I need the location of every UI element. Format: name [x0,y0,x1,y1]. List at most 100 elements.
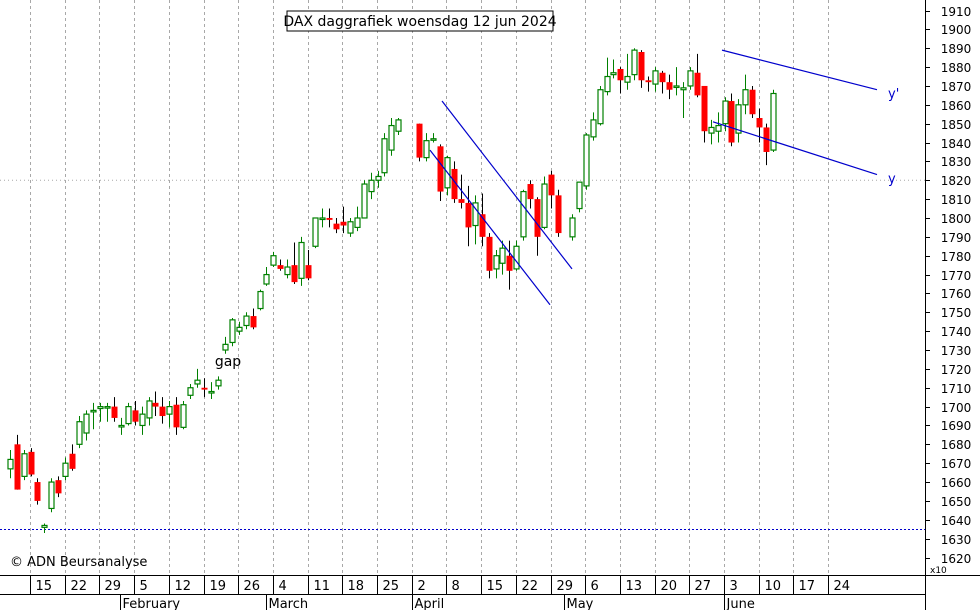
candle-2024-05-20 [652,67,659,92]
candle-body-up [680,87,687,91]
y-tick-label-1900: 1900 [941,23,972,37]
candle-2024-05-10 [610,59,617,79]
candle-2024-05-24 [680,82,687,119]
x-tick-label-17: 13 [626,579,643,594]
y-tick-label-1850: 1850 [941,118,972,132]
candle-2024-04-24 [527,180,534,209]
y-tick-label-1730: 1730 [941,344,972,358]
candle-body-up [194,379,201,385]
candle-2024-02-07 [146,397,153,426]
candle-body-down [152,402,159,407]
x-tick-label-0: 15 [36,579,53,594]
y-tick-label-1890: 1890 [941,42,972,56]
candle-body-down [69,453,76,469]
candle-body-up [21,453,28,477]
candle-body-down [659,72,666,83]
y-tick-label-1650: 1650 [941,495,972,509]
candle-2024-03-07 [291,242,298,284]
candle-body-up [243,315,250,327]
y-tick-label-1630: 1630 [941,533,972,547]
candle-2024-04-03 [423,133,430,162]
april-channel-lower-line [429,149,551,306]
candle-2024-03-13 [319,208,326,228]
candle-2024-02-08 [152,391,159,417]
candle-body-up [652,70,659,85]
candle-2024-05-06 [583,133,590,190]
candle-body-up [270,255,277,266]
candle-2024-03-08 [298,236,305,286]
candle-body-down [548,174,555,196]
x-tick-label-12: 8 [452,579,460,594]
candle-body-down [34,482,41,501]
watermark-text: © ADN Beursanalyse [10,555,147,570]
candle-2024-02-02 [125,402,132,426]
candle-body-down [437,146,444,192]
candle-2024-05-07 [590,112,597,141]
candle-body-up [472,202,479,227]
x-tick-label-9: 18 [348,579,365,594]
candle-body-up [215,379,222,387]
candle-2024-04-16 [486,233,493,279]
candle-body-up [319,217,326,221]
candle-body-down [55,480,62,494]
candle-2024-04-11 [465,185,472,247]
x-tick-label-19: 27 [695,579,712,594]
candle-body-up [139,413,146,427]
x-tick-label-5: 19 [210,579,227,594]
candle-2024-02-12 [166,400,173,428]
candle-body-up [48,481,55,510]
y-tick-label-1830: 1830 [941,155,972,169]
x-tick-label-8: 11 [314,579,331,594]
candle-body-up [90,409,97,413]
month-label-1: March [269,597,309,610]
y-tick-label-1860: 1860 [941,99,972,113]
candle-2024-04-12 [472,195,479,245]
y-tick-label-1640: 1640 [941,514,972,528]
candle-2024-01-18 [48,478,55,513]
candle-body-up [590,119,597,138]
candle-body-up [597,89,604,125]
candle-2024-01-23 [69,444,76,471]
month-label-0: February [123,597,181,610]
y-tick-label-1740: 1740 [941,325,972,339]
candle-body-up [146,400,153,419]
gap-annotation: gap [215,354,241,370]
candle-body-up [104,406,111,409]
y-tick-label-1750: 1750 [941,306,972,320]
candle-body-up [257,290,264,310]
candle-2024-05-16 [638,50,645,88]
x-tick-label-2: 29 [105,579,122,594]
candle-2024-03-05 [277,259,284,271]
candle-2024-01-12 [21,449,28,481]
candle-2024-05-22 [666,74,673,100]
candle-body-up [284,266,291,276]
x-tick-label-15: 29 [557,579,574,594]
candle-2024-04-18 [499,240,506,275]
candle-2024-05-28 [694,53,701,98]
candle-body-down [340,221,347,226]
channel-label-lower: y [888,172,896,187]
x-tick-label-1: 22 [71,579,88,594]
candle-body-up [687,70,694,87]
candle-body-up [610,72,617,76]
candle-2024-06-05 [735,99,742,143]
x-tick-label-4: 12 [175,579,192,594]
candle-body-down [458,199,465,203]
candle-body-up [722,100,729,125]
candle-body-up [298,241,305,279]
candle-body-down [694,72,701,96]
y-tick-label-1710: 1710 [941,382,972,396]
candle-2024-05-09 [604,57,611,96]
candle-body-down [291,265,298,283]
candle-2024-01-22 [62,457,69,481]
x-axis: 15 22 29 5 12 19 26 4 11 18 25 2 8 15 22 29 6 13 20 27 3 10 17… [30,575,850,612]
candle-body-down [749,89,756,115]
candle-2024-03-18 [340,206,347,234]
x-tick-label-13: 15 [487,579,504,594]
y-tick-label-1720: 1720 [941,363,972,377]
candle-body-down [465,202,472,228]
x-tick-label-14: 22 [522,579,539,594]
candle-2024-01-26 [90,402,97,430]
candle-2024-06-12 [770,89,777,152]
candle-2024-01-31 [111,397,118,422]
